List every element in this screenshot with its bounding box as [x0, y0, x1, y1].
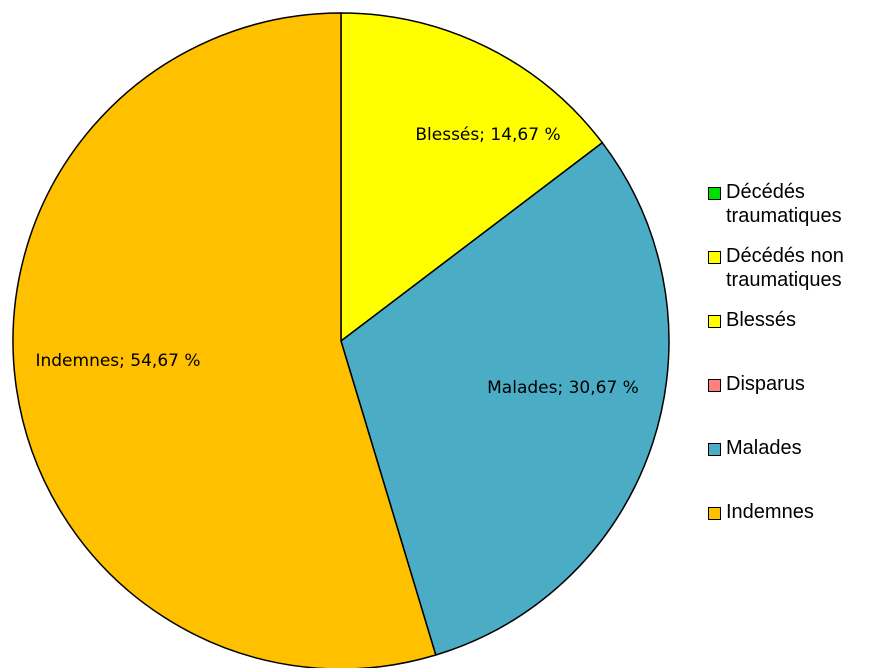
legend-label: Décédés traumatiques — [726, 181, 842, 227]
pie-slice — [340, 141, 670, 656]
legend-item: Indemnes — [708, 500, 878, 564]
legend-item: Disparus — [708, 372, 878, 436]
data-label: Indemnes; 54,67 % — [35, 351, 200, 371]
legend-item: Blessés — [708, 308, 878, 372]
legend-swatch — [708, 379, 721, 392]
legend-item: Décédés non traumatiques — [708, 244, 878, 308]
legend: Décédés traumatiques Décédés non traumati… — [708, 180, 878, 564]
legend-swatch — [708, 315, 721, 328]
legend-item: Malades — [708, 436, 878, 500]
legend-swatch — [708, 251, 721, 264]
data-label: Malades; 30,67 % — [487, 378, 639, 398]
legend-label: Disparus — [726, 373, 805, 395]
pie-slice — [340, 12, 604, 343]
legend-swatch — [708, 187, 721, 200]
legend-label: Indemnes — [726, 501, 814, 523]
legend-item: Décédés traumatiques — [708, 180, 878, 244]
legend-label: Malades — [726, 437, 802, 459]
legend-swatch — [708, 443, 721, 456]
legend-label: Blessés — [726, 309, 797, 331]
legend-label: Décédés non traumatiques — [726, 245, 844, 291]
pie-slice — [12, 12, 437, 668]
data-label: Blessés; 14,67 % — [415, 125, 560, 145]
pie-area: Blessés; 14,67 % Malades; 30,67 % Indemnes… — [12, 12, 670, 668]
legend-swatch — [708, 507, 721, 520]
